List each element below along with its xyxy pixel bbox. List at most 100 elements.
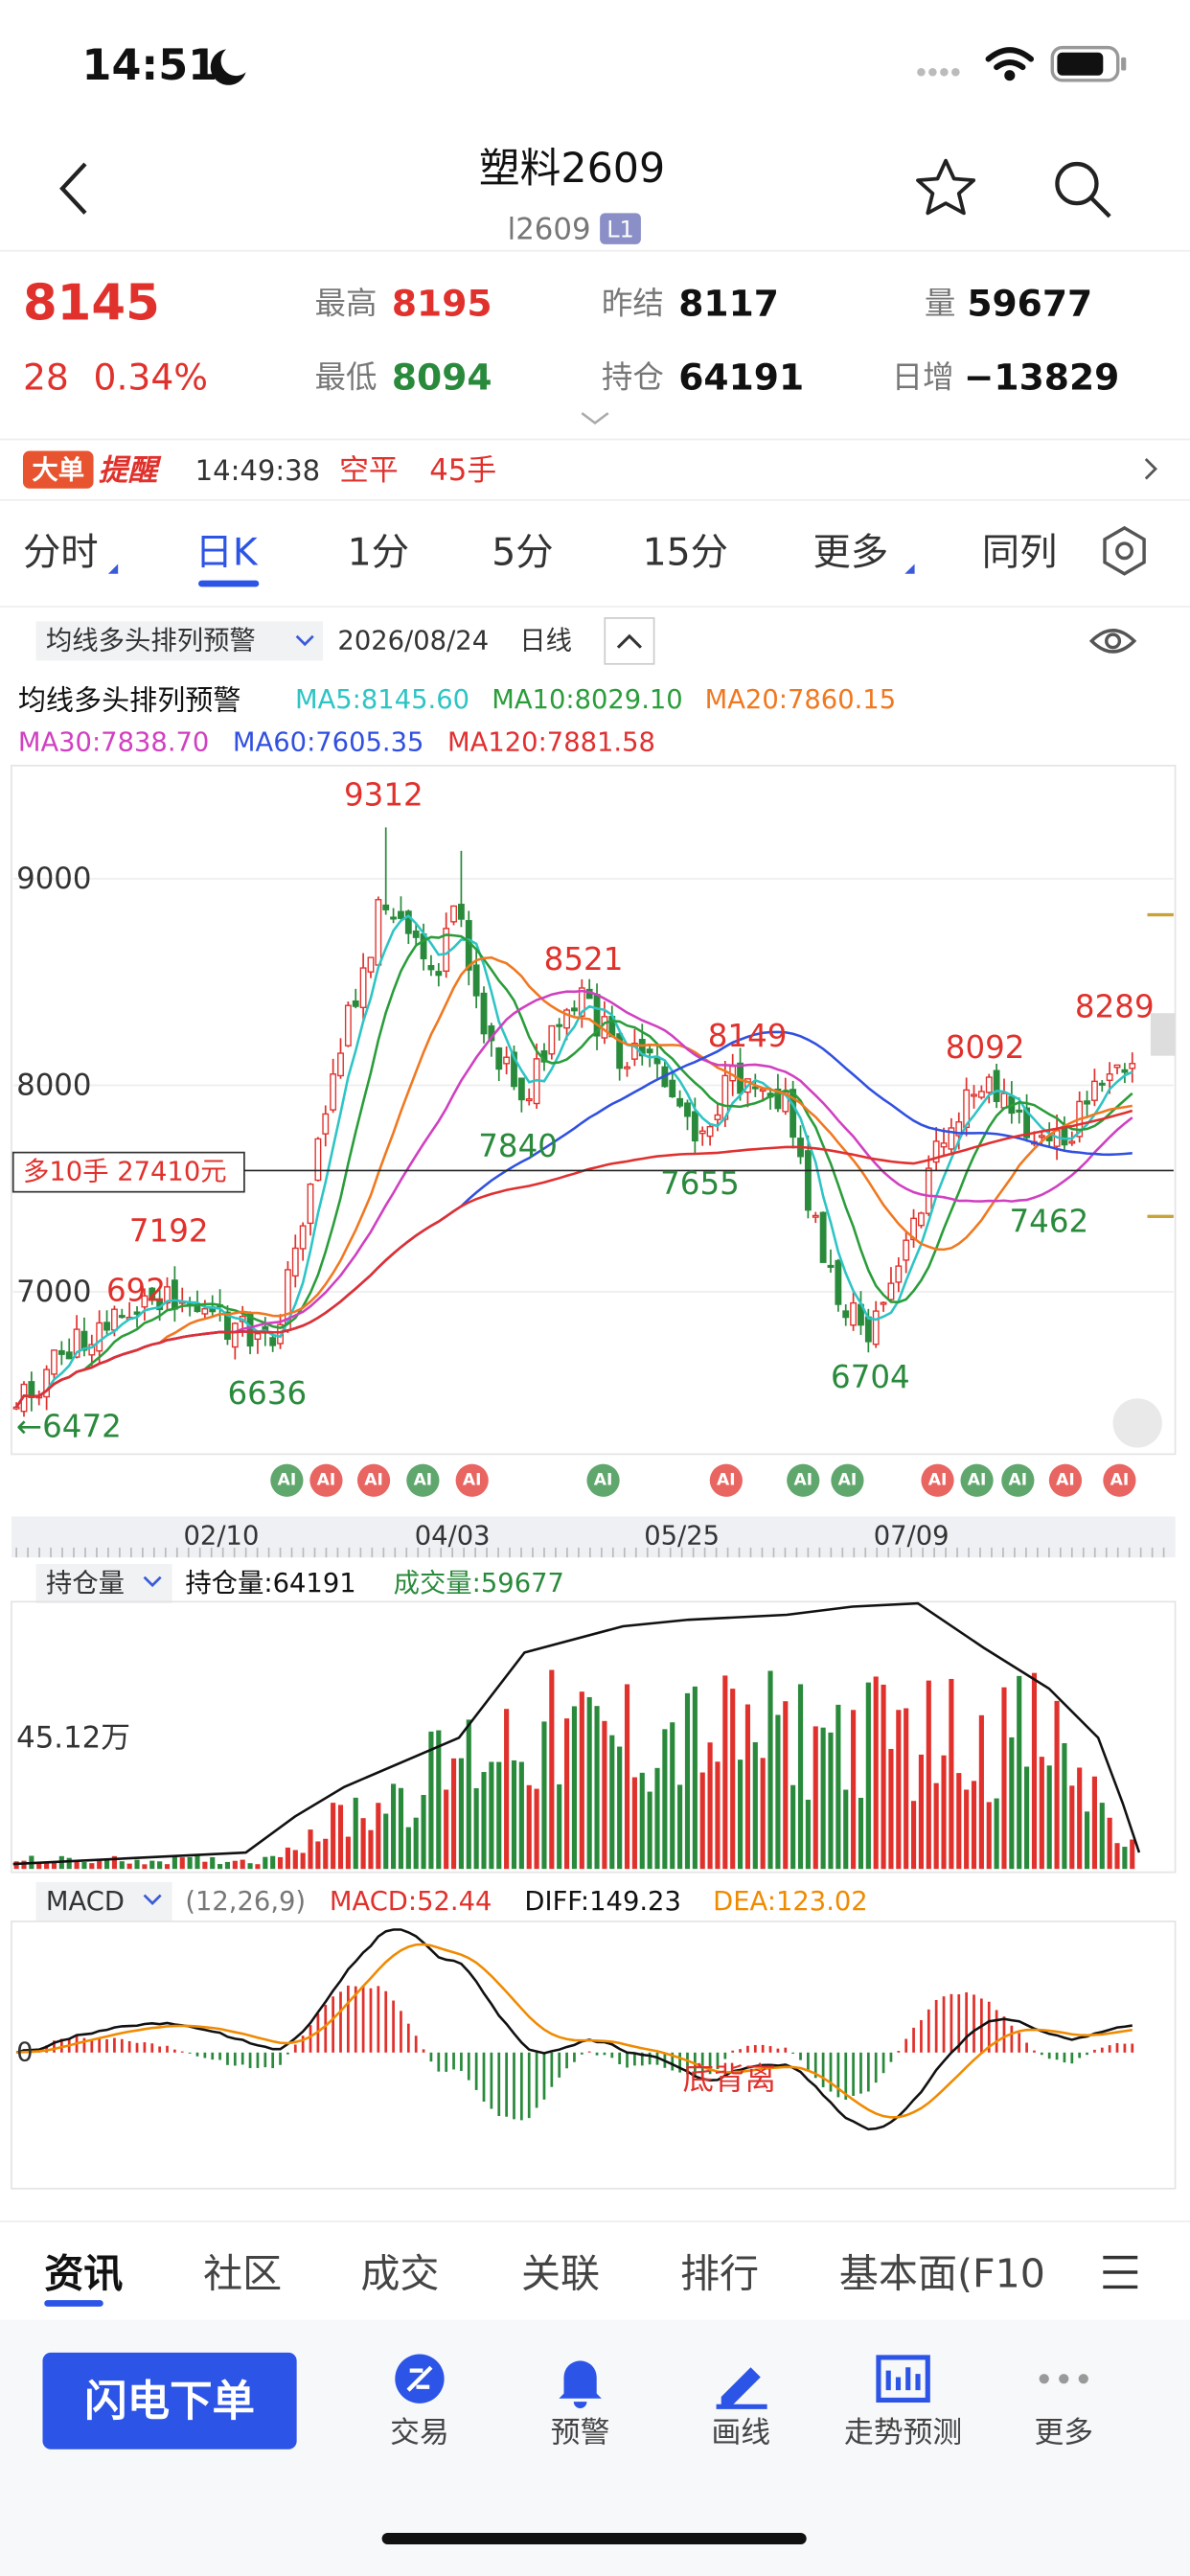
volume-bar <box>315 1841 321 1870</box>
candle-body <box>420 933 427 960</box>
volume-bar <box>240 1859 245 1870</box>
eye-button[interactable] <box>1088 629 1137 654</box>
candle-body <box>653 1057 661 1065</box>
ai-badge[interactable] <box>455 1463 489 1497</box>
tab-underline <box>198 580 260 587</box>
candle-body <box>624 1066 630 1070</box>
last-price: 8145 <box>23 274 160 332</box>
collapse-button[interactable] <box>604 617 655 665</box>
volume-bar <box>797 1684 804 1870</box>
toolbar-label[interactable]: 更多 <box>1034 2416 1093 2450</box>
volume-bar <box>918 1754 924 1870</box>
volume-bar <box>119 1861 125 1870</box>
volume-bar <box>775 1714 781 1870</box>
toolbar-label[interactable]: 预警 <box>551 2416 610 2450</box>
candle-body <box>412 930 420 938</box>
volume-bar <box>978 1714 984 1870</box>
macd-frame <box>11 1920 1177 2190</box>
candle-body <box>51 1349 57 1375</box>
alert-icon[interactable] <box>559 2360 602 2408</box>
search-button[interactable] <box>1055 161 1111 218</box>
high-label: 9312 <box>344 777 423 814</box>
volume-bar <box>337 1805 344 1870</box>
ai-badge-label: AI <box>463 1471 482 1490</box>
period-tab[interactable]: 更多 <box>813 531 889 575</box>
candle-body <box>698 1130 706 1135</box>
volume-bar <box>933 1782 939 1870</box>
volume-bar <box>738 1760 744 1870</box>
order-button[interactable] <box>42 2352 297 2450</box>
period-tab[interactable]: 1分 <box>348 531 409 575</box>
draw-icon[interactable] <box>721 2367 761 2407</box>
volume-bar <box>881 1684 886 1870</box>
ai-badge[interactable] <box>831 1463 864 1497</box>
candle-body <box>171 1279 178 1310</box>
bottom-tab[interactable]: 资讯 <box>44 2251 123 2297</box>
bottom-tab[interactable]: 成交 <box>360 2251 439 2297</box>
back-button[interactable] <box>59 162 87 215</box>
candle-body <box>65 1351 73 1360</box>
ai-badge[interactable] <box>1103 1463 1136 1497</box>
volume-bar <box>496 1761 502 1870</box>
more-icon[interactable] <box>1039 2374 1088 2384</box>
ai-badge[interactable] <box>1001 1463 1035 1497</box>
ai-badge[interactable] <box>709 1463 743 1497</box>
volume-bar <box>896 1710 902 1870</box>
quote-volume: 59677 <box>967 282 1092 324</box>
settings-button[interactable] <box>1103 525 1146 576</box>
date-label: 04/03 <box>415 1521 491 1551</box>
menu-button[interactable] <box>1103 2255 1138 2289</box>
ai-badge-label: AI <box>594 1471 613 1490</box>
period-tab[interactable]: 日K <box>195 531 259 575</box>
favorite-button[interactable] <box>916 158 976 216</box>
volume-frame <box>11 1600 1177 1874</box>
candle-body <box>895 1265 903 1283</box>
toolbar-label[interactable]: 交易 <box>390 2416 449 2450</box>
volume-bar <box>873 1676 879 1870</box>
volume-bar <box>323 1838 329 1870</box>
volume-bar <box>126 1863 132 1870</box>
ai-badge-label: AI <box>717 1471 736 1490</box>
ai-badge[interactable] <box>921 1463 954 1497</box>
side-tab[interactable] <box>1150 1013 1176 1056</box>
ai-badge[interactable] <box>406 1463 440 1497</box>
candle-body <box>337 1052 344 1077</box>
toolbar-label[interactable]: 走势预测 <box>844 2416 962 2450</box>
period-tab[interactable]: 5分 <box>492 531 553 575</box>
indicator-date: 2026/08/24 <box>337 626 489 656</box>
selector-box[interactable] <box>35 621 324 661</box>
volume-bar <box>1039 1757 1044 1870</box>
ai-badge[interactable] <box>270 1463 304 1497</box>
candle-body <box>1000 1092 1008 1109</box>
period-tab[interactable]: 分时 <box>23 531 99 575</box>
bottom-tab[interactable]: 关联 <box>521 2251 600 2297</box>
forecast-icon[interactable] <box>876 2355 930 2404</box>
period-tab[interactable]: 同列 <box>982 531 1058 575</box>
chevron <box>616 633 642 649</box>
period-tab[interactable]: 15分 <box>643 531 728 575</box>
expand-chevron[interactable] <box>581 412 609 425</box>
fullscreen-button[interactable] <box>1112 1398 1162 1448</box>
bottom-tab[interactable]: 排行 <box>680 2251 759 2297</box>
candle-body <box>511 1051 517 1088</box>
ai-badge[interactable] <box>586 1463 620 1497</box>
quote-open-interest: 64191 <box>678 356 804 398</box>
volume-bar <box>66 1857 72 1870</box>
ai-badge[interactable] <box>960 1463 994 1497</box>
volume-bar <box>865 1682 871 1870</box>
candle-body <box>903 1239 910 1261</box>
quote-daily-change: −13829 <box>964 356 1119 398</box>
ai-badge[interactable] <box>1048 1463 1083 1497</box>
toolbar-label[interactable]: 画线 <box>711 2416 770 2450</box>
ai-badge[interactable] <box>309 1463 343 1497</box>
volume-bar <box>910 1801 917 1870</box>
bottom-tab[interactable]: 基本面(F10 <box>839 2251 1045 2297</box>
volume-bar <box>654 1767 660 1870</box>
ai-badge[interactable] <box>356 1463 391 1497</box>
alert-chevron[interactable] <box>1144 458 1157 480</box>
bottom-tab[interactable]: 社区 <box>203 2251 282 2297</box>
candle-body <box>646 1048 653 1054</box>
volume-bar <box>504 1709 510 1870</box>
ai-badge[interactable] <box>787 1463 820 1497</box>
battery-level <box>1057 52 1104 76</box>
